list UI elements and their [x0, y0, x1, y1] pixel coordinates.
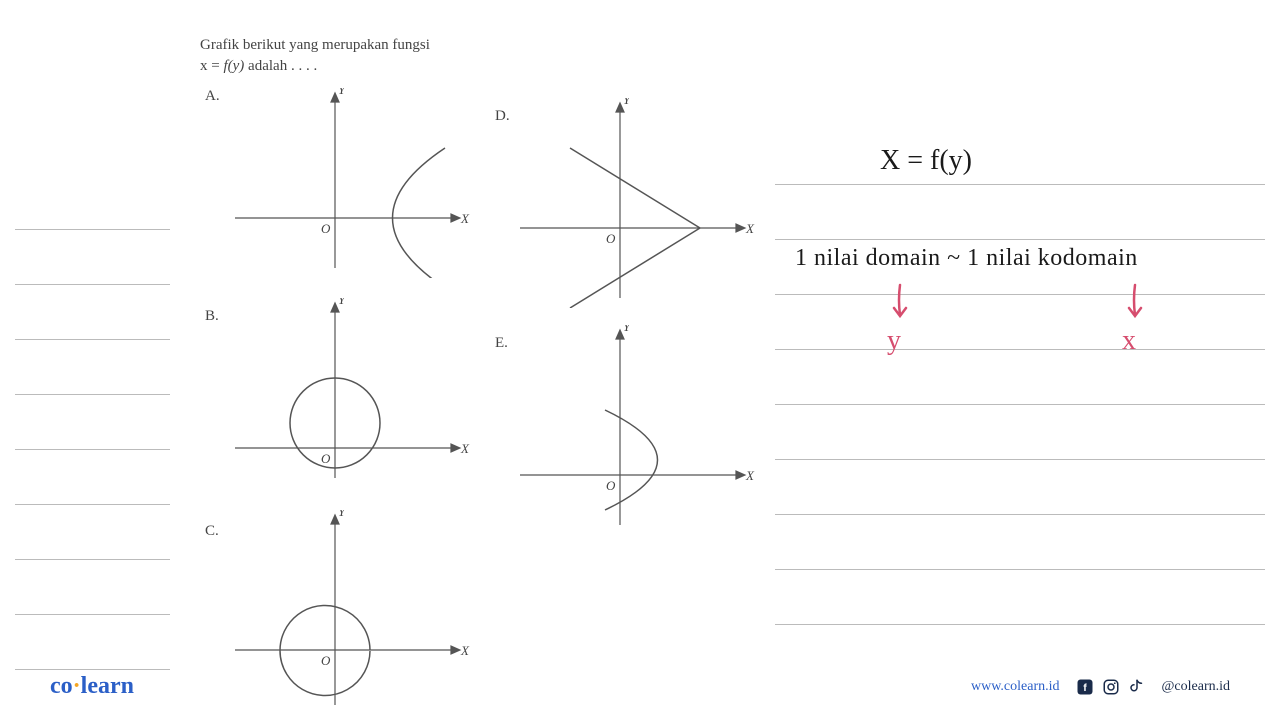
footer-right: www.colearn.id f @colearn.id	[971, 677, 1230, 697]
svg-text:Y: Y	[338, 88, 347, 97]
svg-text:X: X	[745, 468, 755, 483]
option-d-label: D.	[495, 108, 510, 125]
svg-text:X: X	[460, 211, 470, 226]
svg-text:O: O	[606, 478, 616, 493]
svg-text:X: X	[745, 221, 755, 236]
question-line2: x = f(y) adalah . . . .	[200, 56, 760, 77]
svg-text:O: O	[321, 653, 331, 668]
svg-text:O: O	[321, 221, 331, 236]
svg-text:O: O	[321, 451, 331, 466]
question-block: Grafik berikut yang merupakan fungsi x =…	[200, 35, 760, 77]
handwriting-domain: 1 nilai domain ~ 1 nilai kodomain	[795, 245, 1138, 272]
graph-a: Y X O	[225, 88, 475, 278]
handwriting-x: x	[1122, 325, 1136, 357]
question-line1: Grafik berikut yang merupakan fungsi	[200, 35, 760, 56]
option-c-label: C.	[205, 523, 219, 540]
svg-text:Y: Y	[623, 325, 632, 334]
left-ruled-lines	[15, 175, 170, 670]
svg-text:O: O	[606, 231, 616, 246]
svg-text:Y: Y	[623, 98, 632, 107]
footer: co·learn www.colearn.id f @colearn.id	[0, 673, 1280, 700]
social-icons: f	[1075, 677, 1147, 697]
instagram-icon	[1101, 677, 1121, 697]
graph-b: Y X O	[225, 298, 475, 488]
footer-url: www.colearn.id	[971, 679, 1060, 695]
graph-d: Y X O	[510, 98, 770, 308]
svg-text:X: X	[460, 441, 470, 456]
svg-text:f: f	[1083, 681, 1087, 693]
tiktok-icon	[1127, 677, 1147, 697]
svg-text:Y: Y	[338, 298, 347, 307]
handwriting-y: y	[887, 325, 901, 357]
svg-text:Y: Y	[338, 510, 347, 519]
logo: co·learn	[50, 673, 134, 700]
facebook-icon: f	[1075, 677, 1095, 697]
svg-text:X: X	[460, 643, 470, 658]
option-b-label: B.	[205, 308, 219, 325]
handwriting-equation: X = f(y)	[880, 145, 972, 177]
notes-area	[775, 130, 1265, 625]
graph-e: Y X O	[510, 325, 770, 535]
option-e-label: E.	[495, 335, 508, 352]
footer-handle: @colearn.id	[1162, 679, 1230, 695]
option-a-label: A.	[205, 88, 220, 105]
